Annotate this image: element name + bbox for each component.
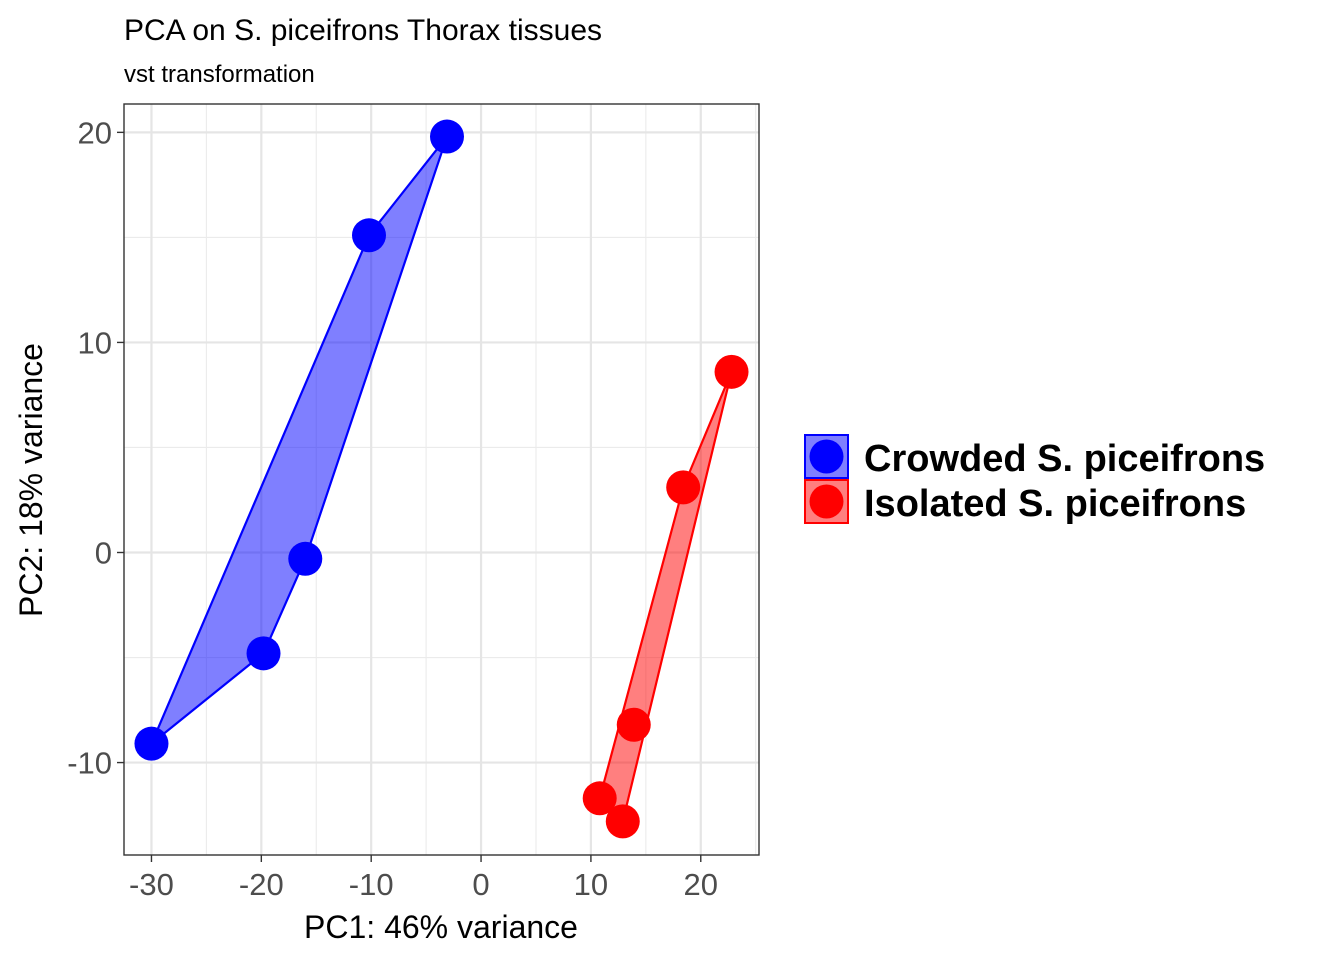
data-point xyxy=(246,636,281,671)
data-point xyxy=(582,781,617,816)
y-tick-label: 0 xyxy=(95,535,112,570)
plot-panel-border xyxy=(123,103,760,856)
x-tick-label: 10 xyxy=(574,867,608,902)
data-point xyxy=(714,354,749,389)
data-point xyxy=(134,726,169,761)
y-tick-label: 10 xyxy=(78,325,112,360)
legend-key-dot xyxy=(809,439,844,474)
data-point xyxy=(351,218,386,253)
x-tick-label: -20 xyxy=(239,867,284,902)
x-axis-label: PC1: 46% variance xyxy=(304,909,578,945)
chart-title: PCA on S. piceifrons Thorax tissues xyxy=(124,14,602,47)
y-tick-label: 20 xyxy=(78,115,112,150)
y-tick-label: -10 xyxy=(67,746,112,781)
x-tick-label: -30 xyxy=(129,867,174,902)
data-points xyxy=(134,119,749,839)
legend-label: Crowded S. piceifrons xyxy=(864,438,1265,480)
x-tick-label: 0 xyxy=(472,867,489,902)
y-axis-ticks: -10 0 10 20 xyxy=(67,115,124,781)
data-point xyxy=(666,470,701,505)
data-point xyxy=(605,804,640,839)
legend-key-dot xyxy=(809,484,844,519)
x-axis-ticks: -30 -20 -10 0 10 20 xyxy=(129,855,718,902)
chart-subtitle: vst transformation xyxy=(124,61,315,88)
plot-background xyxy=(124,104,759,855)
grid-lines xyxy=(124,104,759,855)
data-point xyxy=(288,541,323,576)
hull-0 xyxy=(150,135,449,745)
data-point xyxy=(429,119,464,154)
y-axis-label: PC2: 18% variance xyxy=(13,343,49,617)
x-tick-label: -10 xyxy=(349,867,394,902)
x-tick-label: 20 xyxy=(684,867,718,902)
legend-label: Isolated S. piceifrons xyxy=(864,483,1246,525)
data-point xyxy=(616,707,651,742)
